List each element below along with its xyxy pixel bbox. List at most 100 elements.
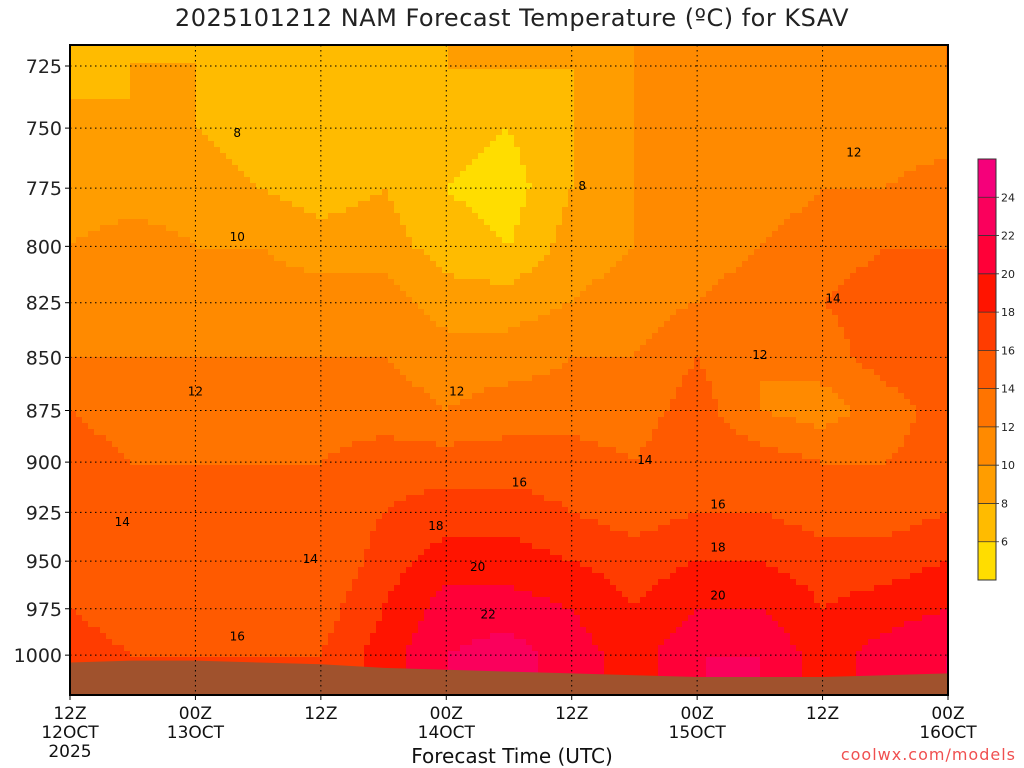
heat-cell — [322, 609, 329, 616]
heat-cell — [100, 327, 107, 334]
heat-cell — [244, 303, 251, 310]
heat-cell — [250, 447, 257, 454]
heat-cell — [340, 339, 347, 346]
heat-cell — [142, 225, 149, 232]
heat-cell — [76, 411, 83, 418]
heat-cell — [178, 315, 185, 322]
heat-cell — [160, 63, 167, 70]
heat-cell — [226, 543, 233, 550]
heat-cell — [148, 651, 155, 658]
heat-cell — [220, 423, 227, 430]
heat-cell — [310, 207, 317, 214]
heat-cell — [334, 513, 341, 520]
heat-cell — [70, 639, 77, 646]
heat-cell — [130, 117, 137, 124]
heat-cell — [196, 651, 203, 658]
heat-cell — [184, 369, 191, 376]
heat-cell — [88, 273, 95, 280]
heat-cell — [334, 579, 341, 586]
heat-cell — [256, 621, 263, 628]
heat-cell — [256, 573, 263, 580]
heat-cell — [208, 393, 215, 400]
heat-cell — [178, 489, 185, 496]
heat-cell — [322, 555, 329, 562]
heat-cell — [244, 141, 251, 148]
heat-cell — [298, 333, 305, 340]
heat-cell — [334, 531, 341, 538]
heat-cell — [190, 183, 197, 190]
heat-cell — [256, 309, 263, 316]
heat-cell — [280, 555, 287, 562]
heat-cell — [196, 69, 203, 76]
heat-cell — [88, 417, 95, 424]
heat-cell — [130, 393, 137, 400]
heat-cell — [148, 621, 155, 628]
heat-cell — [106, 483, 113, 490]
heat-cell — [220, 117, 227, 124]
heat-cell — [112, 237, 119, 244]
heat-cell — [142, 435, 149, 442]
heat-cell — [280, 495, 287, 502]
heat-cell — [250, 117, 257, 124]
heat-cell — [136, 435, 143, 442]
heat-cell — [100, 657, 107, 664]
heat-cell — [142, 519, 149, 526]
heat-cell — [304, 543, 311, 550]
heat-cell — [256, 627, 263, 634]
heat-cell — [88, 351, 95, 358]
heat-cell — [274, 567, 281, 574]
heat-cell — [202, 573, 209, 580]
heat-cell — [214, 315, 221, 322]
heat-cell — [94, 165, 101, 172]
heat-cell — [136, 171, 143, 178]
heat-cell — [232, 105, 239, 112]
heat-cell — [130, 345, 137, 352]
heat-cell — [70, 123, 77, 130]
heat-cell — [94, 435, 101, 442]
heat-cell — [286, 543, 293, 550]
heat-cell — [202, 567, 209, 574]
heat-cell — [322, 273, 329, 280]
heat-cell — [280, 309, 287, 316]
heat-cell — [232, 393, 239, 400]
heat-cell — [298, 291, 305, 298]
heat-cell — [172, 51, 179, 58]
heat-cell — [160, 51, 167, 58]
heat-cell — [226, 291, 233, 298]
heat-cell — [250, 135, 257, 142]
heat-cell — [106, 267, 113, 274]
heat-cell — [82, 249, 89, 256]
heat-cell — [214, 573, 221, 580]
heat-cell — [184, 51, 191, 58]
heat-cell — [202, 525, 209, 532]
heat-cell — [220, 375, 227, 382]
heat-cell — [322, 435, 329, 442]
heat-cell — [70, 357, 77, 364]
heat-cell — [304, 363, 311, 370]
heat-cell — [232, 201, 239, 208]
heat-cell — [232, 309, 239, 316]
heat-cell — [178, 237, 185, 244]
heat-cell — [100, 507, 107, 514]
heat-cell — [88, 447, 95, 454]
heat-cell — [106, 225, 113, 232]
heat-cell — [292, 567, 299, 574]
heat-cell — [238, 345, 245, 352]
heat-cell — [124, 639, 131, 646]
heat-cell — [256, 609, 263, 616]
heat-cell — [88, 177, 95, 184]
heat-cell — [124, 423, 131, 430]
heat-cell — [118, 525, 125, 532]
heat-cell — [316, 543, 323, 550]
heat-cell — [184, 213, 191, 220]
heat-cell — [220, 315, 227, 322]
heat-cell — [304, 447, 311, 454]
heat-cell — [262, 609, 269, 616]
heat-cell — [70, 369, 77, 376]
heat-cell — [106, 381, 113, 388]
heat-cell — [118, 579, 125, 586]
heat-cell — [292, 441, 299, 448]
heat-cell — [184, 591, 191, 598]
heat-cell — [130, 615, 137, 622]
heat-cell — [208, 165, 215, 172]
